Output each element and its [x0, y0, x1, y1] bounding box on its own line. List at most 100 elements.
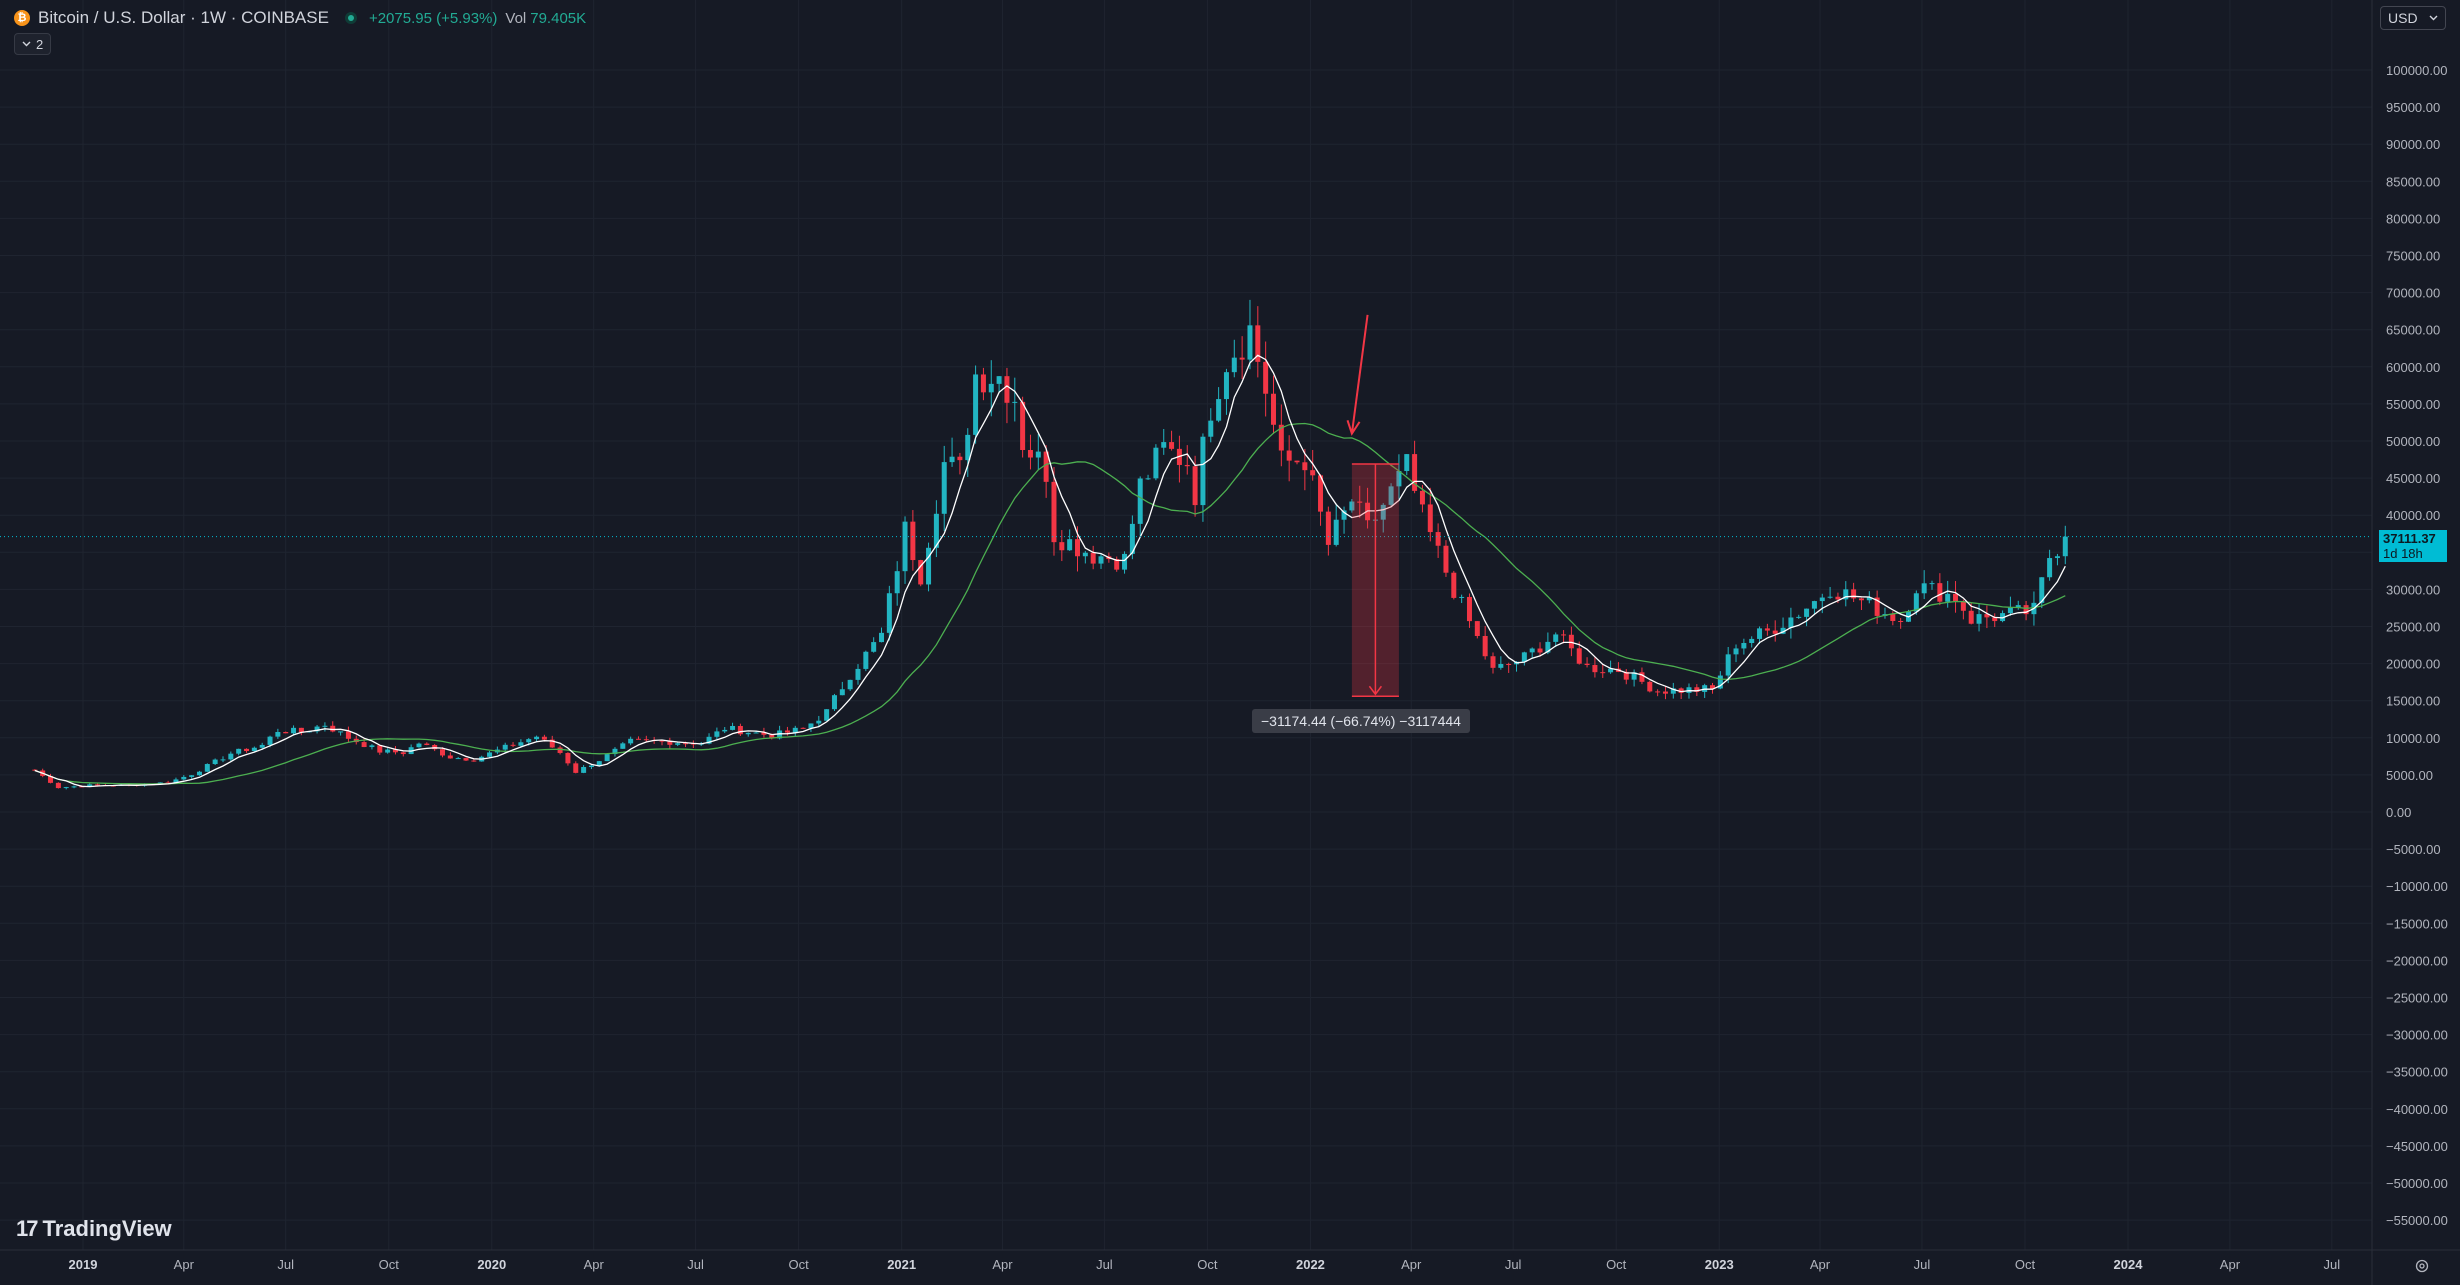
candle	[1325, 511, 1331, 545]
candle	[1913, 593, 1919, 612]
candle	[55, 782, 61, 789]
candle	[1678, 688, 1684, 693]
symbol-title[interactable]: Bitcoin / U.S. Dollar · 1W · COINBASE	[38, 8, 329, 27]
candle	[1035, 451, 1041, 458]
measure-tool-label: −31174.44 (−66.74%) −3117444	[1252, 709, 1470, 733]
price-axis-tick-label: 25000.00	[2386, 620, 2440, 635]
candle	[1662, 691, 1668, 694]
candle	[2023, 605, 2029, 615]
candle	[784, 730, 790, 733]
price-axis-tick-label: 5000.00	[2386, 768, 2433, 783]
candle	[502, 744, 508, 750]
tradingview-logo[interactable]: 17 TradingView	[16, 1216, 172, 1242]
candle	[1929, 583, 1935, 585]
currency-select[interactable]: USD	[2380, 6, 2446, 30]
candle	[1490, 656, 1496, 668]
candle	[1694, 687, 1700, 692]
price-axis-tick-label: 50000.00	[2386, 434, 2440, 449]
candle	[1059, 542, 1065, 551]
bitcoin-icon: ₿	[14, 10, 30, 26]
candle	[1984, 614, 1990, 618]
candle	[1482, 635, 1488, 657]
candle	[1004, 376, 1010, 403]
candle	[181, 776, 187, 780]
candle	[737, 725, 743, 735]
price-axis-tick-label: −55000.00	[2386, 1213, 2448, 1228]
candle	[581, 767, 587, 773]
candle	[526, 739, 532, 743]
candle	[1153, 447, 1159, 479]
candle	[965, 434, 971, 461]
tradingview-logo-text: TradingView	[42, 1216, 172, 1241]
price-axis-tick-label: 15000.00	[2386, 694, 2440, 709]
candle	[1263, 361, 1269, 394]
candle	[1223, 372, 1229, 400]
candle	[1122, 553, 1128, 570]
candle	[1051, 481, 1057, 543]
candle	[95, 784, 101, 786]
candle	[1733, 648, 1739, 655]
price-axis-tick-label: 20000.00	[2386, 657, 2440, 672]
candle	[675, 743, 681, 745]
candle	[573, 763, 579, 773]
price-axis-tick-label: −35000.00	[2386, 1065, 2448, 1080]
time-axis-tick-label: 2020	[477, 1257, 506, 1272]
candle	[1075, 539, 1081, 557]
candle	[1067, 539, 1073, 551]
candle	[612, 748, 618, 755]
candle	[259, 744, 265, 748]
price-axis-tick-label: 90000.00	[2386, 137, 2440, 152]
candle	[1412, 454, 1418, 491]
time-axis-tick-label: Oct	[789, 1257, 810, 1272]
time-axis-tick-label: Jul	[1096, 1257, 1113, 1272]
candle	[910, 521, 916, 561]
candle	[1278, 424, 1284, 451]
time-axis-tick-label: Jul	[1914, 1257, 1931, 1272]
candle	[745, 732, 751, 735]
candle	[714, 731, 720, 737]
candle	[1858, 598, 1864, 601]
candle	[1216, 399, 1222, 421]
candle	[1506, 664, 1512, 666]
candle	[1725, 654, 1731, 676]
candle	[980, 374, 986, 393]
indicators-toggle-button[interactable]: 2	[14, 33, 52, 55]
symbol-legend: ₿ Bitcoin / U.S. Dollar · 1W · COINBASE …	[14, 6, 586, 30]
volume-value: 79.405K	[530, 9, 587, 27]
time-axis-tick-label: 2019	[69, 1257, 98, 1272]
candle	[1286, 450, 1292, 461]
candle	[1270, 393, 1276, 425]
candle	[620, 743, 626, 749]
candle	[1435, 532, 1441, 546]
candle	[847, 679, 853, 690]
candle	[988, 383, 994, 393]
chart-settings-button[interactable]	[2410, 1254, 2434, 1278]
candle	[1208, 420, 1214, 437]
candle	[1239, 357, 1245, 360]
candle	[941, 462, 947, 514]
candle	[1780, 627, 1786, 634]
candle	[1474, 621, 1480, 636]
time-axis-tick-label: 2023	[1705, 1257, 1734, 1272]
candle	[1937, 583, 1943, 602]
grid-lines	[0, 0, 2372, 1250]
candle	[2054, 556, 2060, 559]
price-axis-tick-label: 80000.00	[2386, 211, 2440, 226]
time-axis-tick-label: 2022	[1296, 1257, 1325, 1272]
time-axis-tick-label: Apr	[992, 1257, 1013, 1272]
candle	[1804, 608, 1810, 617]
candle	[1992, 617, 1998, 622]
candle	[1592, 665, 1598, 673]
candle	[1623, 671, 1629, 680]
price-axis-tick-label: −25000.00	[2386, 991, 2448, 1006]
candle	[385, 749, 391, 753]
candle	[1294, 460, 1300, 463]
candle	[455, 758, 461, 760]
candle	[643, 739, 649, 741]
candle	[659, 740, 665, 742]
candle	[1318, 475, 1324, 512]
market-status-icon[interactable]	[344, 12, 357, 24]
time-axis-tick-label: Apr	[584, 1257, 605, 1272]
